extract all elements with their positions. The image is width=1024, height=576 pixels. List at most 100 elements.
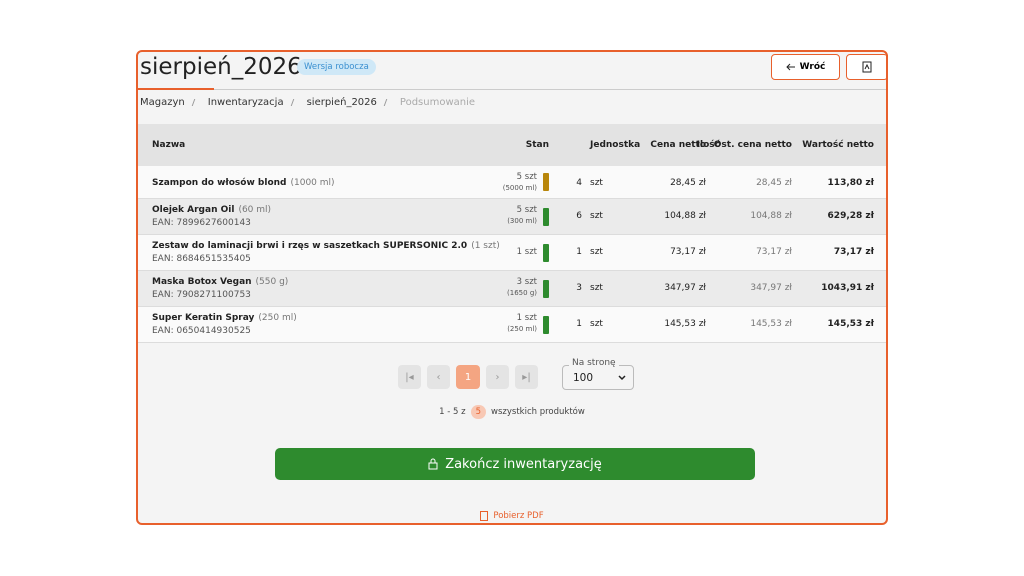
quantity: 6 — [576, 211, 582, 221]
next-page[interactable]: › — [486, 365, 509, 389]
breadcrumb-item[interactable]: Magazyn — [140, 97, 185, 108]
back-button[interactable]: Wróć — [771, 54, 840, 80]
prev-page[interactable]: ‹ — [427, 365, 450, 389]
pdf-button[interactable] — [846, 54, 886, 80]
ean: EAN: 7899627600143 — [152, 218, 251, 228]
stock: 3 szt — [516, 277, 537, 287]
unit: szt — [590, 319, 603, 329]
breadcrumb-item[interactable]: sierpień_2026 — [306, 97, 377, 108]
price: 145,53 zł — [664, 319, 706, 329]
size: (550 g) — [255, 277, 289, 287]
chevron — [618, 375, 626, 381]
column-header: Wartość netto — [802, 140, 874, 150]
breadcrumb-item[interactable]: Inwentaryzacja — [207, 97, 284, 108]
stock: 5 szt — [516, 172, 537, 182]
stock-indicator — [543, 315, 549, 334]
name: Zestaw do laminacji brwi i rzęs w saszet… — [152, 241, 468, 251]
separator — [191, 99, 202, 106]
arrow-icon — [785, 63, 795, 71]
column-header: Ilość — [696, 140, 720, 150]
total-count: 5 — [470, 405, 487, 419]
ean: EAN: 0650414930525 — [152, 326, 251, 336]
stock: 1 szt — [516, 313, 537, 323]
stock-indicator — [543, 207, 549, 226]
last-price: 347,97 zł — [750, 283, 792, 293]
value: 145,53 zł — [827, 319, 874, 329]
name: Super Keratin Spray — [152, 313, 255, 323]
lock-icon — [428, 458, 438, 470]
pdf-icon — [862, 61, 872, 73]
stock-indicator — [543, 173, 549, 191]
value: 73,17 zł — [833, 247, 874, 257]
price: 73,17 zł — [670, 247, 706, 257]
quantity: 3 — [576, 283, 582, 293]
unit: szt — [590, 283, 603, 293]
stock: 5 szt — [516, 205, 537, 215]
stock-indicator — [543, 243, 549, 262]
finish-label: Zakończ inwentaryzację — [445, 456, 602, 472]
size: (1000 ml) — [290, 178, 335, 188]
last-price: 28,45 zł — [756, 178, 792, 188]
product-name: Super Keratin Spray (250 ml) — [152, 313, 297, 323]
separator — [290, 99, 300, 106]
quantity: 1 — [576, 247, 582, 257]
column-header: Jednostka — [590, 140, 641, 150]
name: Maska Botox Vegan — [152, 277, 252, 287]
summary: 1 - 5 z 5 wszystkich produktów — [138, 405, 886, 419]
value: 629,28 zł — [827, 211, 874, 221]
stock-detail: (5000 ml) — [502, 184, 537, 192]
separator — [383, 99, 394, 106]
size: (250 ml) — [258, 313, 297, 323]
current-page[interactable]: 1 — [456, 365, 480, 389]
quantity: 4 — [576, 178, 582, 188]
table-row[interactable]: Olejek Argan Oil (60 ml) EAN: 789962760014… — [138, 199, 886, 235]
table-row[interactable]: Zestaw do laminacji brwi i rzęs w saszet… — [138, 235, 886, 271]
stock-detail: (300 ml) — [507, 217, 537, 225]
pdf-link[interactable]: Pobierz PDF — [138, 511, 886, 521]
last-price: 73,17 zł — [756, 247, 792, 257]
inventory-panel: sierpień_2026 Wersja robocza Wróć Magazy… — [136, 50, 888, 525]
size: (1 szt) — [471, 241, 500, 251]
per-page-select[interactable]: Na stronę 100 — [562, 358, 634, 390]
status-badge: Wersja robocza — [297, 59, 376, 75]
value: 1043,91 zł — [821, 283, 874, 293]
last-price: 104,88 zł — [750, 211, 792, 221]
stock-detail: (250 ml) — [507, 325, 537, 333]
table-row[interactable]: Szampon do włosów blond (1000 ml) 5 szt (50… — [138, 166, 886, 199]
product-name: Maska Botox Vegan (550 g) — [152, 277, 288, 287]
summary-prefix: 1 - 5 z — [439, 407, 466, 417]
unit: szt — [590, 178, 603, 188]
table-row[interactable]: Maska Botox Vegan (550 g) EAN: 79082711007… — [138, 271, 886, 307]
value: 113,80 zł — [827, 178, 874, 188]
price: 104,88 zł — [664, 211, 706, 221]
name: Olejek Argan Oil — [152, 205, 235, 215]
unit: szt — [590, 211, 603, 221]
table-row[interactable]: Super Keratin Spray (250 ml) EAN: 06504149… — [138, 307, 886, 343]
stock-indicator — [543, 279, 549, 298]
product-name: Olejek Argan Oil (60 ml) — [152, 205, 271, 215]
unit: szt — [590, 247, 603, 257]
quantity: 1 — [576, 319, 582, 329]
column-header: Ost. cena netto — [713, 140, 792, 150]
breadcrumb-item: Podsumowanie — [399, 97, 476, 108]
pdf-link-icon — [480, 511, 489, 521]
ean: EAN: 7908271100753 — [152, 290, 251, 300]
product-name: Szampon do włosów blond (1000 ml) — [152, 178, 335, 188]
table-header: Nazwa Stan Ilość Jednostka Cena netto Ost. ce… — [138, 124, 886, 166]
stock-detail: (1650 g) — [507, 289, 537, 297]
per-page-value: 100 — [573, 372, 594, 384]
first-page[interactable]: |◂ — [398, 365, 421, 389]
column-header: Nazwa — [152, 140, 186, 150]
last-page[interactable]: ▸| — [515, 365, 538, 389]
column-header: Stan — [525, 140, 549, 150]
column-header: Cena netto — [650, 140, 706, 150]
back-label: Wróć — [799, 62, 826, 72]
price: 347,97 zł — [664, 283, 706, 293]
title: sierpień_2026 — [140, 54, 302, 80]
size: (60 ml) — [238, 205, 272, 215]
finish-button[interactable]: Zakończ inwentaryzację — [275, 448, 755, 480]
product-name: Zestaw do laminacji brwi i rzęs w saszet… — [152, 241, 500, 251]
pdf-link-label: Pobierz PDF — [493, 511, 544, 521]
name: Szampon do włosów blond — [152, 178, 287, 188]
